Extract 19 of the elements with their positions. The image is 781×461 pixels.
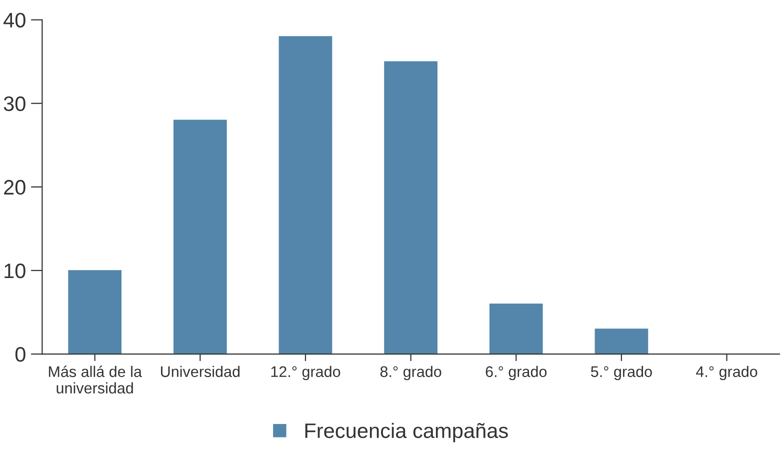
x-tick-label: 5.° grado xyxy=(590,366,652,380)
y-tick-label: 0 xyxy=(15,347,26,362)
bar xyxy=(173,120,227,354)
bar xyxy=(278,36,332,354)
bar xyxy=(384,61,438,354)
y-tick-label: 20 xyxy=(4,180,26,195)
legend-label: Frecuencia campañas xyxy=(305,422,508,442)
bar xyxy=(489,304,543,354)
y-tick-label: 40 xyxy=(4,12,26,28)
y-tick-label: 10 xyxy=(4,263,26,278)
x-tick-label: 8.° grado xyxy=(380,366,442,380)
x-tick-label: 4.° grado xyxy=(696,366,758,380)
y-tick-label: 30 xyxy=(4,96,26,112)
bar xyxy=(68,270,122,354)
x-tick-label: 12.° grado xyxy=(271,366,340,380)
x-tick-label: 6.° grado xyxy=(486,366,547,380)
bar xyxy=(594,328,648,354)
x-tick-label: Más allá de la universidad xyxy=(48,366,142,394)
x-tick-label: Universidad xyxy=(161,366,240,378)
